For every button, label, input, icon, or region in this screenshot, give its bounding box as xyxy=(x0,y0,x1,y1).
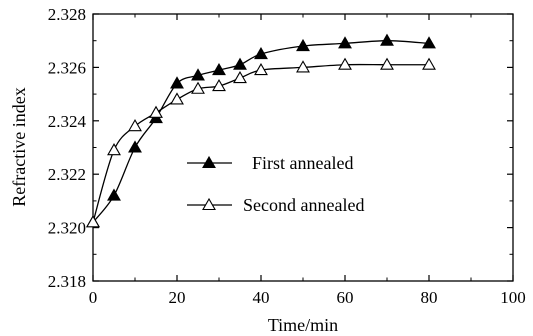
y-tick-label: 2.328 xyxy=(48,5,86,24)
tick-labels: 0 20 40 60 80 100 2.318 2.320 2.322 2.324 2.326 2.3… xyxy=(48,5,526,307)
open-triangle-marker xyxy=(128,119,142,132)
filled-triangle-marker xyxy=(254,46,268,60)
x-tick-label: 60 xyxy=(337,288,354,307)
open-triangle-marker xyxy=(422,57,436,70)
filled-triangle-marker xyxy=(191,68,205,81)
open-triangle-marker xyxy=(107,143,121,156)
legend-item: First annealed xyxy=(187,153,353,173)
filled-triangle-marker xyxy=(338,36,352,49)
filled-triangle-marker xyxy=(212,62,226,76)
y-axis-title: Refractive index xyxy=(9,87,29,206)
y-tick-label: 2.326 xyxy=(48,58,86,77)
x-tick-label: 40 xyxy=(253,288,270,307)
legend-filled-triangle-marker xyxy=(202,155,216,169)
axis-ticks xyxy=(92,13,514,282)
open-triangle-marker xyxy=(86,215,100,228)
x-axis-title: Time/min xyxy=(268,315,338,335)
x-tick-label: 0 xyxy=(89,288,98,307)
x-tick-label: 20 xyxy=(169,288,186,307)
filled-triangle-marker xyxy=(296,38,310,52)
legend: First annealed Second annealed xyxy=(187,153,364,215)
legend-item: Second annealed xyxy=(187,195,364,215)
filled-triangle-marker xyxy=(107,188,121,201)
y-tick-label: 2.324 xyxy=(48,112,87,131)
filled-triangle-marker xyxy=(422,36,436,49)
filled-triangle-marker xyxy=(170,76,184,89)
open-triangle-marker xyxy=(338,57,352,70)
open-triangle-marker xyxy=(191,81,205,94)
y-tick-label: 2.322 xyxy=(48,165,86,184)
open-triangle-marker xyxy=(170,92,184,105)
legend-label: First annealed xyxy=(252,153,353,173)
legend-label: Second annealed xyxy=(243,195,364,215)
filled-triangle-marker xyxy=(128,140,142,153)
y-tick-label: 2.320 xyxy=(48,219,86,238)
plot-frame xyxy=(92,13,514,282)
series-1 xyxy=(86,33,436,228)
series-layer xyxy=(86,33,436,228)
open-triangle-marker xyxy=(380,57,394,70)
series-2 xyxy=(86,57,436,228)
open-triangle-marker xyxy=(212,78,226,92)
x-tick-label: 100 xyxy=(500,288,526,307)
open-triangle-marker xyxy=(149,105,163,118)
filled-triangle-marker xyxy=(380,33,394,46)
open-triangle-marker xyxy=(233,70,247,84)
open-triangle-marker xyxy=(254,62,268,76)
legend-open-triangle-marker xyxy=(202,197,216,211)
open-triangle-marker xyxy=(296,60,310,73)
filled-triangle-marker xyxy=(233,57,247,70)
y-tick-label: 2.318 xyxy=(48,272,86,291)
x-tick-label: 80 xyxy=(421,288,438,307)
